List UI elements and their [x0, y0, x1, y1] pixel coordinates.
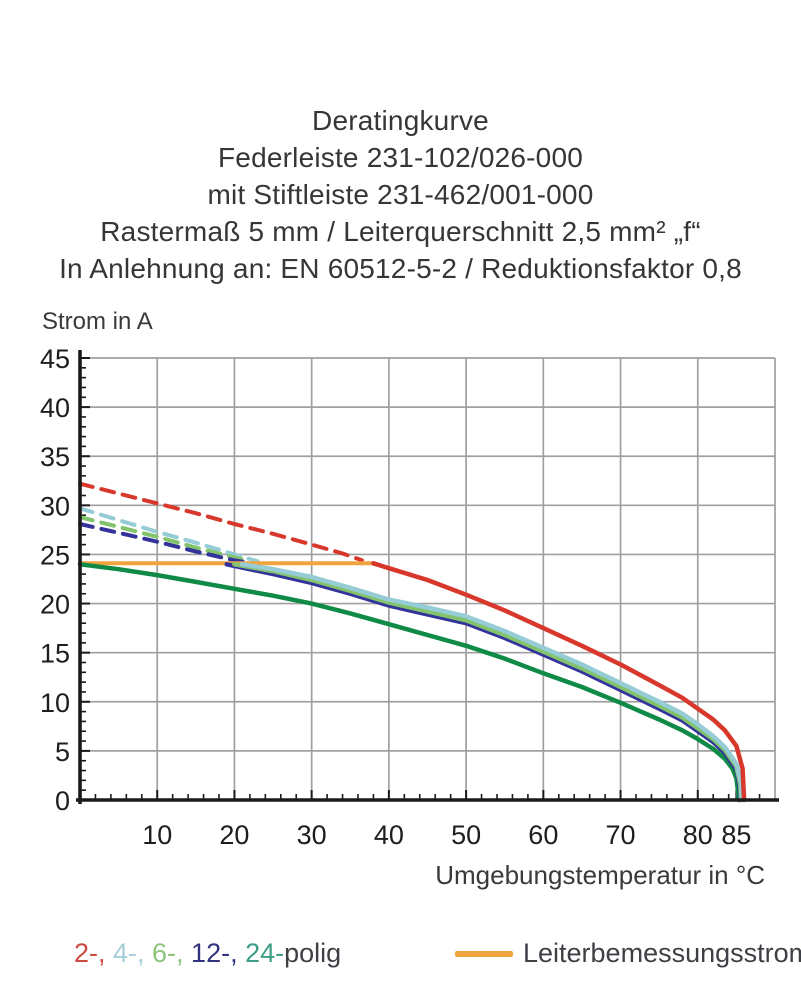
- y-tick-label: 35: [40, 442, 70, 472]
- rated-current-line-swatch: [455, 950, 513, 957]
- y-tick-label: 45: [40, 344, 70, 374]
- y-tick-label: 10: [40, 688, 70, 718]
- derating-line-chart: 10 20 30 40 50 60 70 80 85 0 5 10 15 20 25 30 35 40 45: [40, 344, 779, 850]
- legend-pole-12polig: 12-,: [191, 938, 246, 968]
- legend-pole-counts: 2-, 4-, 6-, 12-, 24-polig: [74, 938, 341, 969]
- y-tick-label: 40: [40, 393, 70, 423]
- legend-rated-current: Leiterbemessungsstrom: [455, 938, 801, 969]
- rated-current-label: Leiterbemessungsstrom: [523, 938, 801, 968]
- title-line-2: Federleiste 231-102/026-000: [218, 142, 583, 173]
- legend-pole-suffix: polig: [284, 938, 342, 968]
- legend-pole-2polig: 2-,: [74, 938, 114, 968]
- x-tick-label: 60: [528, 820, 558, 850]
- y-axis-label: Strom in A: [42, 308, 153, 335]
- x-tick-label: 70: [606, 820, 636, 850]
- series-24-polig: [77, 562, 741, 803]
- legend-pole-24polig: 24-: [245, 938, 285, 968]
- series-6-polig: [232, 562, 744, 803]
- series-12-polig-dashed: [78, 522, 248, 565]
- series-6-polig-dashed: [78, 515, 252, 564]
- y-tick-label: 15: [40, 639, 70, 669]
- series-4-polig: [239, 562, 745, 803]
- x-tick-label: 85: [721, 820, 751, 850]
- x-tick-label: 30: [297, 820, 327, 850]
- series-4-polig-dashed: [78, 506, 260, 564]
- y-tick-label: 0: [55, 786, 70, 816]
- y-tick-label: 5: [55, 737, 70, 767]
- title-line-5: In Anlehnung an: EN 60512-5-2 / Reduktio…: [59, 253, 742, 284]
- x-tick-label: 10: [142, 820, 172, 850]
- x-axis-label: Umgebungstemperatur in °C: [435, 860, 765, 890]
- x-tick-label: 80: [683, 820, 713, 850]
- x-tick-label: 40: [374, 820, 404, 850]
- legend-pole-4polig: 4-,: [113, 938, 153, 968]
- y-tick-label: 20: [40, 590, 70, 620]
- title-line-1: Deratingkurve: [312, 105, 489, 136]
- chart-legend: 2-, 4-, 6-, 12-, 24-polig Leiterbemessun…: [0, 936, 801, 980]
- chart-title-block: Deratingkurve Federleiste 231-102/026-00…: [0, 102, 801, 287]
- title-line-4: Rastermaß 5 mm / Leiterquerschnitt 2,5 m…: [100, 216, 701, 247]
- legend-pole-6polig: 6-,: [152, 938, 192, 968]
- y-tick-label: 30: [40, 491, 70, 521]
- x-tick-label: 20: [219, 820, 249, 850]
- series-2-polig: [371, 561, 747, 803]
- x-tick-label: 50: [451, 820, 481, 850]
- y-tick-label: 25: [40, 540, 70, 570]
- title-line-3: mit Stiftleiste 231-462/001-000: [207, 179, 594, 210]
- series-2-polig-dashed: [78, 481, 364, 563]
